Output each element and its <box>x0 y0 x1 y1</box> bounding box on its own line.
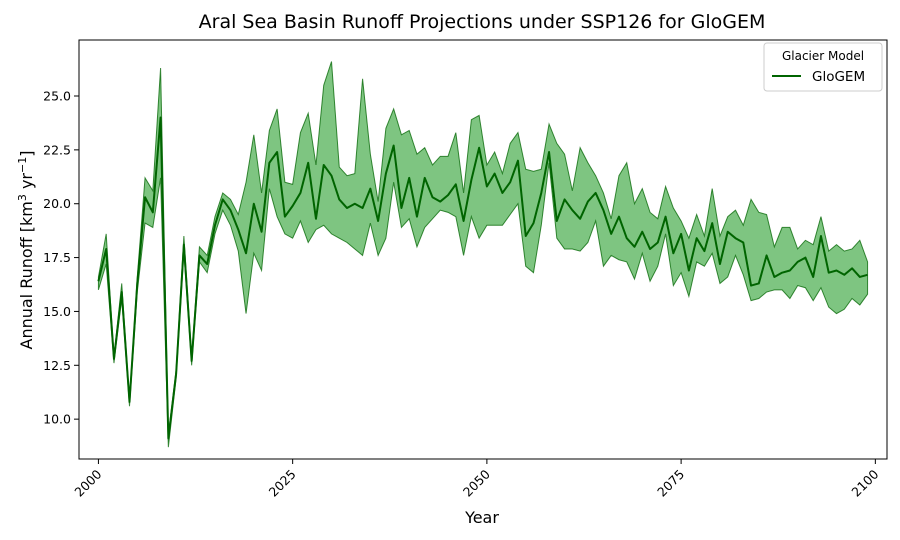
x-tick-label: 2100 <box>848 466 881 499</box>
x-tick-label: 2075 <box>654 467 687 500</box>
series-line-glogem <box>97 116 868 440</box>
y-tick-label: 22.5 <box>43 142 71 157</box>
y-axis-label-sup2: −1 <box>16 157 29 173</box>
y-tick-label: 25.0 <box>43 89 71 104</box>
legend-box <box>763 42 883 92</box>
series-line-layer <box>97 116 868 440</box>
plot-frame <box>78 39 888 460</box>
y-tick-label: 10.0 <box>43 412 71 427</box>
legend-entry-glogem: GloGEM <box>812 69 865 85</box>
y-axis-label-mid: yr <box>17 173 36 195</box>
y-axis-label-end: ] <box>17 151 36 157</box>
legend: Glacier Model GloGEM <box>763 42 883 92</box>
y-tick-label: 15.0 <box>43 304 71 319</box>
y-axis-label-main: Annual Runoff [km <box>17 201 36 349</box>
y-tick-label: 12.5 <box>43 358 71 373</box>
legend-title: Glacier Model <box>782 49 864 63</box>
x-axis-label: Year <box>464 508 499 527</box>
y-tick-label: 20.0 <box>43 196 71 211</box>
y-tick-label: 17.5 <box>43 250 71 265</box>
x-tick-label: 2025 <box>266 467 299 500</box>
plot-area <box>78 39 888 460</box>
uncertainty-band-layer <box>97 61 869 448</box>
y-axis-label: Annual Runoff [km3 yr−1] <box>16 151 36 350</box>
x-tick-label: 2050 <box>460 466 493 499</box>
chart-title: Aral Sea Basin Runoff Projections under … <box>199 11 766 33</box>
y-axis-label-sup1: 3 <box>16 194 29 201</box>
x-tick-label: 2000 <box>71 466 104 499</box>
uncertainty-band-glogem <box>97 61 869 448</box>
x-axis: 2000 2025 2050 2075 2100 <box>71 459 882 500</box>
y-axis: 10.0 12.5 15.0 17.5 20.0 22.5 25.0 <box>43 89 79 427</box>
